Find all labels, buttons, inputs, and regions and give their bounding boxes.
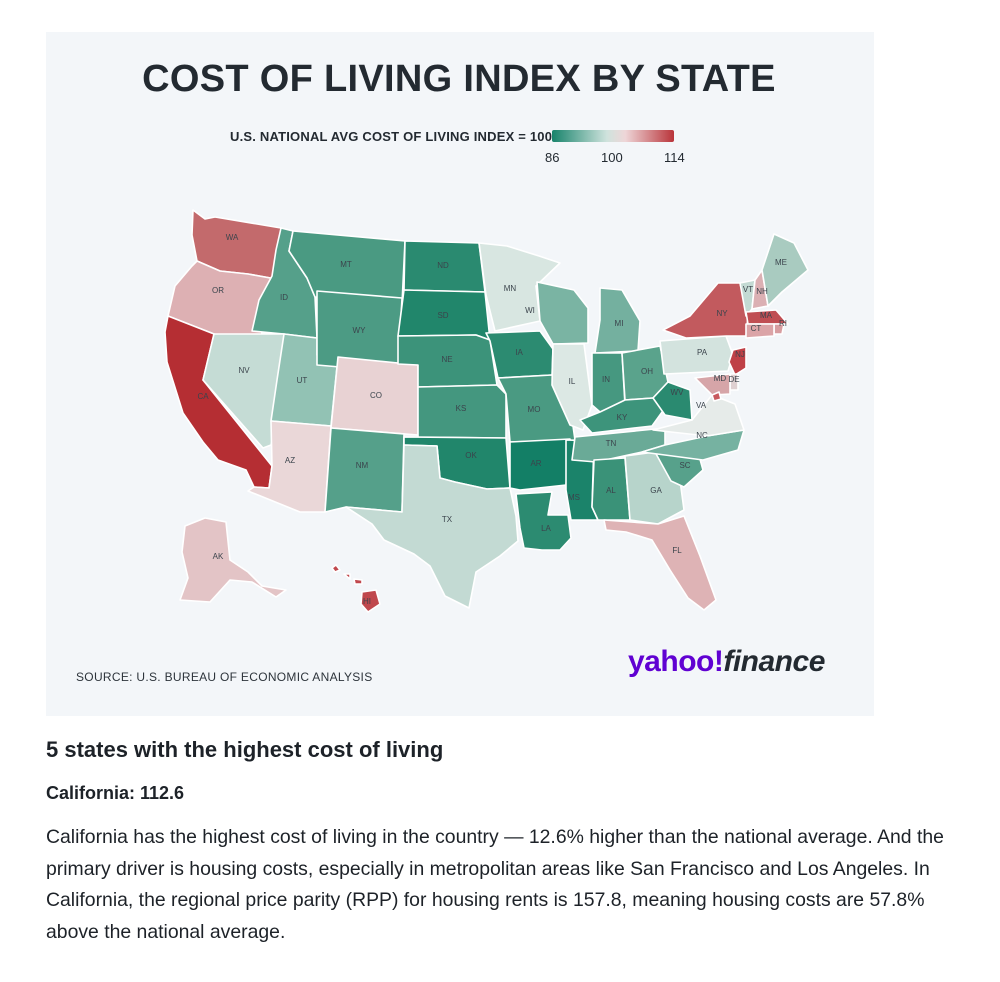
state-label-wv: WV	[671, 388, 685, 397]
state-label-ca: CA	[197, 392, 209, 401]
state-label-in: IN	[602, 375, 610, 384]
state-label-ok: OK	[465, 451, 477, 460]
state-ma	[745, 309, 789, 325]
state-la	[515, 491, 572, 551]
state-ny	[662, 282, 749, 339]
state-nm	[324, 427, 405, 513]
state-label-ne: NE	[441, 355, 452, 364]
state-label-az: AZ	[285, 456, 295, 465]
state-label-ms: MS	[568, 493, 580, 502]
state-fl	[603, 515, 717, 611]
state-label-hi: HI	[363, 597, 371, 606]
state-label-nm: NM	[356, 461, 369, 470]
state-label-vt: VT	[743, 285, 753, 294]
state-wv	[652, 381, 693, 421]
state-label-wa: WA	[226, 233, 239, 242]
state-label-mt: MT	[340, 260, 352, 269]
state-md	[694, 373, 731, 396]
legend-label: U.S. NATIONAL AVG COST OF LIVING INDEX =…	[230, 129, 553, 144]
state-label-ny: NY	[716, 309, 728, 318]
state-label-mi: MI	[615, 319, 624, 328]
state-label-me: ME	[775, 258, 787, 267]
legend-tick-min: 86	[545, 150, 560, 165]
state-label-md: MD	[714, 374, 727, 383]
article-subheading: California: 112.6	[46, 783, 185, 803]
state-il	[551, 343, 593, 431]
state-label-wy: WY	[353, 326, 367, 335]
state-label-ar: AR	[530, 459, 541, 468]
state-label-va: VA	[696, 401, 707, 410]
state-label-ky: KY	[617, 413, 628, 422]
article-heading: 5 states with the highest cost of living	[46, 737, 444, 762]
state-label-nh: NH	[756, 287, 768, 296]
state-ar	[509, 438, 571, 491]
state-label-nj: NJ	[735, 350, 745, 359]
state-label-fl: FL	[672, 546, 682, 555]
state-me	[761, 233, 809, 307]
state-label-pa: PA	[697, 348, 708, 357]
state-label-tn: TN	[606, 439, 617, 448]
state-label-mo: MO	[528, 405, 541, 414]
state-label-al: AL	[606, 486, 616, 495]
yahoo-finance-logo: yahoo!finance	[628, 645, 825, 678]
state-label-il: IL	[569, 377, 576, 386]
us-state-map: WA OR CA ID NV UT AZ MT WY CO NM ND SD NE KS OK TX MN IA MO…	[164, 209, 809, 613]
state-label-nd: ND	[437, 261, 449, 270]
state-mn	[478, 242, 561, 332]
map-title: COST OF LIVING INDEX BY STATE	[142, 58, 776, 100]
state-label-sd: SD	[437, 311, 448, 320]
state-label-ct: CT	[751, 324, 762, 333]
state-label-or: OR	[212, 286, 224, 295]
state-label-de: DE	[728, 375, 739, 384]
state-dc	[711, 391, 722, 402]
state-label-ri: RI	[779, 319, 787, 328]
state-label-mn: MN	[504, 284, 517, 293]
state-nj	[728, 346, 747, 376]
article-paragraph: California has the highest cost of livin…	[46, 826, 944, 943]
state-wi	[536, 281, 589, 345]
legend-tick-mid: 100	[601, 150, 623, 165]
state-label-ia: IA	[515, 348, 523, 357]
state-label-nc: NC	[696, 431, 708, 440]
state-label-ut: UT	[297, 376, 308, 385]
state-label-nv: NV	[238, 366, 250, 375]
state-label-oh: OH	[641, 367, 653, 376]
state-label-wi: WI	[525, 306, 535, 315]
state-label-ks: KS	[456, 404, 467, 413]
state-label-ak: AK	[213, 552, 224, 561]
state-label-sc: SC	[679, 461, 690, 470]
state-label-la: LA	[541, 524, 551, 533]
state-ks	[417, 384, 507, 439]
state-tx	[345, 444, 519, 609]
state-label-id: ID	[280, 293, 288, 302]
legend-color-scale	[552, 130, 674, 142]
state-label-co: CO	[370, 391, 382, 400]
legend-tick-max: 114	[664, 150, 685, 165]
state-hi	[331, 564, 381, 613]
state-label-ma: MA	[760, 311, 773, 320]
state-ak	[179, 517, 287, 603]
state-ct	[745, 323, 775, 339]
source-note: SOURCE: U.S. BUREAU OF ECONOMIC ANALYSIS	[76, 670, 373, 684]
state-label-tx: TX	[442, 515, 453, 524]
state-label-ga: GA	[650, 486, 662, 495]
